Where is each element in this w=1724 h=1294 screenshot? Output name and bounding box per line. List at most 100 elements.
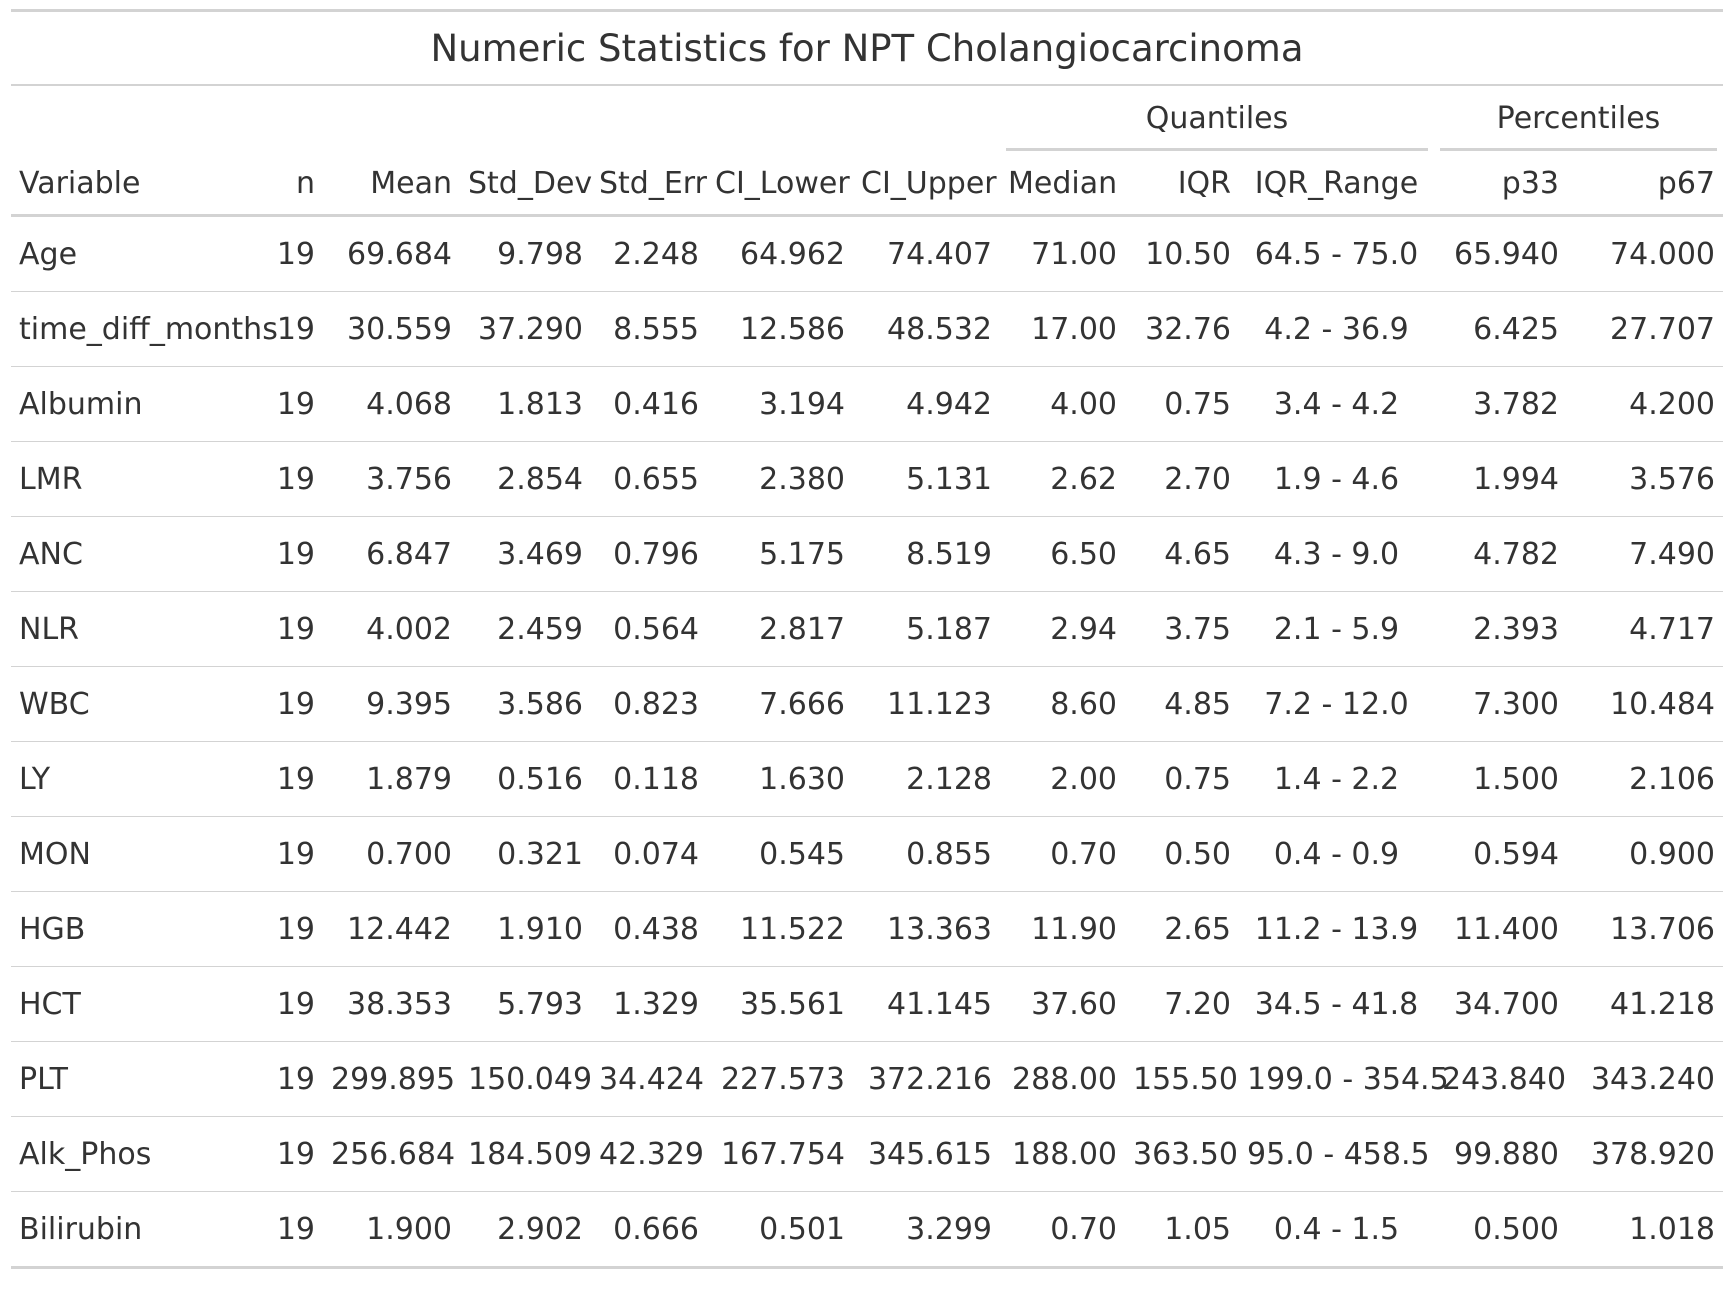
cell-std-err: 2.248 [591,215,707,292]
cell-iqr-range: 34.5 - 41.8 [1239,966,1434,1042]
cell-ci-upper: 5.131 [853,441,1000,517]
cell-p33: 4.782 [1434,516,1567,592]
cell-iqr-range: 11.2 - 13.9 [1239,891,1434,967]
cell-p67: 343.240 [1567,1041,1723,1117]
cell-median: 4.00 [1000,366,1125,442]
cell-iqr: 0.75 [1125,741,1239,817]
cell-n: 19 [263,291,323,367]
cell-variable: HCT [11,966,263,1042]
cell-p33: 1.994 [1434,441,1567,517]
table-row: Alk_Phos 19 256.684 184.509 42.329 167.754 345… [11,1116,1723,1192]
cell-mean: 12.442 [323,891,460,967]
cell-n: 19 [263,816,323,892]
cell-std-err: 0.118 [591,741,707,817]
col-header-std-err: Std_Err [591,152,707,217]
cell-ci-lower: 7.666 [707,666,853,742]
cell-mean: 256.684 [323,1116,460,1192]
cell-iqr: 4.65 [1125,516,1239,592]
col-header-ci-upper: CI_Upper [853,152,1000,217]
cell-p33: 34.700 [1434,966,1567,1042]
col-header-iqr-range: IQR_Range [1239,152,1434,217]
cell-median: 8.60 [1000,666,1125,742]
cell-iqr: 32.76 [1125,291,1239,367]
cell-std-dev: 3.586 [460,666,591,742]
cell-iqr-range: 7.2 - 12.0 [1239,666,1434,742]
cell-iqr-range: 3.4 - 4.2 [1239,366,1434,442]
cell-p33: 243.840 [1434,1041,1567,1117]
cell-variable: Alk_Phos [11,1116,263,1192]
cell-p33: 2.393 [1434,591,1567,667]
cell-std-err: 42.329 [591,1116,707,1192]
cell-ci-lower: 35.561 [707,966,853,1042]
cell-p33: 0.500 [1434,1191,1567,1269]
cell-variable: WBC [11,666,263,742]
cell-std-dev: 1.813 [460,366,591,442]
cell-median: 2.62 [1000,441,1125,517]
cell-mean: 299.895 [323,1041,460,1117]
cell-p33: 3.782 [1434,366,1567,442]
cell-n: 19 [263,591,323,667]
cell-std-dev: 3.469 [460,516,591,592]
table-row: MON 19 0.700 0.321 0.074 0.545 0.855 0.70 0.50 0.… [11,816,1723,892]
cell-variable: ANC [11,516,263,592]
cell-p33: 6.425 [1434,291,1567,367]
cell-iqr-range: 1.4 - 2.2 [1239,741,1434,817]
table-row: LMR 19 3.756 2.854 0.655 2.380 5.131 2.62 2.70 1.… [11,441,1723,517]
col-header-median: Median [1000,152,1125,217]
cell-iqr: 0.75 [1125,366,1239,442]
cell-n: 19 [263,215,323,292]
cell-mean: 0.700 [323,816,460,892]
cell-variable: LMR [11,441,263,517]
col-header-n: n [263,152,323,217]
cell-p67: 27.707 [1567,291,1723,367]
cell-p33: 7.300 [1434,666,1567,742]
table-row: LY 19 1.879 0.516 0.118 1.630 2.128 2.00 0.75 1.4… [11,741,1723,817]
cell-ci-upper: 0.855 [853,816,1000,892]
cell-n: 19 [263,741,323,817]
cell-ci-upper: 345.615 [853,1116,1000,1192]
cell-iqr-range: 95.0 - 458.5 [1239,1116,1434,1192]
table-row: ANC 19 6.847 3.469 0.796 5.175 8.519 6.50 4.65 4.… [11,516,1723,592]
cell-iqr: 363.50 [1125,1116,1239,1192]
cell-iqr: 7.20 [1125,966,1239,1042]
cell-p67: 2.106 [1567,741,1723,817]
cell-std-dev: 2.902 [460,1191,591,1269]
cell-ci-lower: 1.630 [707,741,853,817]
col-header-variable: Variable [11,152,263,217]
cell-variable: Age [11,215,263,292]
cell-ci-lower: 2.817 [707,591,853,667]
cell-std-dev: 1.910 [460,891,591,967]
table-row: Bilirubin 19 1.900 2.902 0.666 0.501 3.299 0.70… [11,1191,1723,1269]
cell-iqr-range: 199.0 - 354.5 [1239,1041,1449,1117]
cell-p67: 10.484 [1567,666,1723,742]
cell-std-err: 1.329 [591,966,707,1042]
cell-ci-upper: 41.145 [853,966,1000,1042]
spanner-quantiles: Quantiles [1006,87,1428,151]
table-row: Age 19 69.684 9.798 2.248 64.962 74.407 71.00 10… [11,215,1723,292]
cell-std-err: 0.655 [591,441,707,517]
cell-iqr-range: 1.9 - 4.6 [1239,441,1434,517]
cell-variable: NLR [11,591,263,667]
cell-ci-lower: 64.962 [707,215,853,292]
cell-p67: 13.706 [1567,891,1723,967]
cell-variable: Albumin [11,366,263,442]
cell-n: 19 [263,1191,323,1269]
cell-iqr: 2.70 [1125,441,1239,517]
cell-ci-lower: 11.522 [707,891,853,967]
col-header-iqr: IQR [1125,152,1239,217]
cell-median: 2.00 [1000,741,1125,817]
cell-std-dev: 0.321 [460,816,591,892]
cell-std-err: 0.823 [591,666,707,742]
table-row: NLR 19 4.002 2.459 0.564 2.817 5.187 2.94 3.75 2.… [11,591,1723,667]
table-row: Albumin 19 4.068 1.813 0.416 3.194 4.942 4.00 0.… [11,366,1723,442]
cell-p67: 0.900 [1567,816,1723,892]
cell-variable: PLT [11,1041,263,1117]
cell-median: 2.94 [1000,591,1125,667]
cell-median: 188.00 [1000,1116,1125,1192]
cell-variable: time_diff_months [11,291,278,367]
table-row: WBC 19 9.395 3.586 0.823 7.666 11.123 8.60 4.85 7… [11,666,1723,742]
cell-std-dev: 184.509 [460,1116,592,1192]
cell-n: 19 [263,666,323,742]
table-row: PLT 19 299.895 150.049 34.424 227.573 372.216 2… [11,1041,1723,1117]
cell-n: 19 [263,366,323,442]
